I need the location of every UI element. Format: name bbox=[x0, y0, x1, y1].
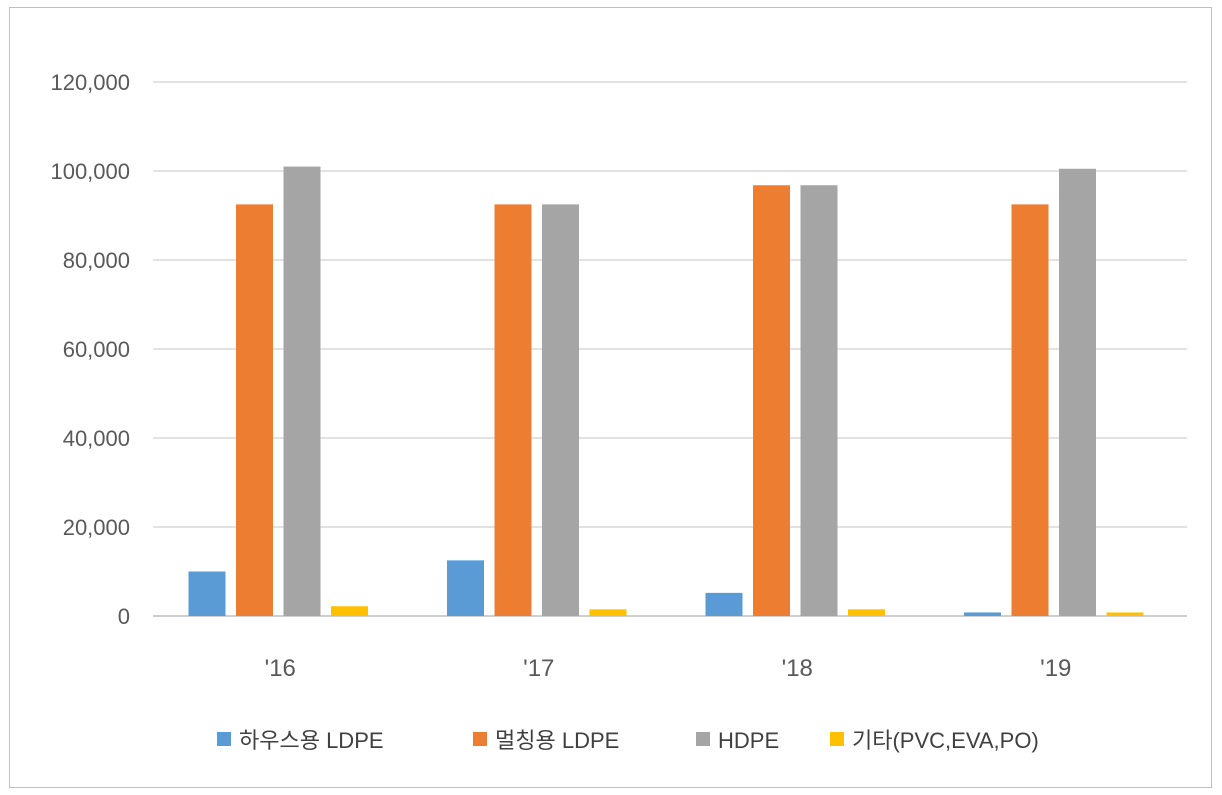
bar bbox=[188, 571, 226, 616]
bar bbox=[494, 204, 532, 616]
legend-swatch bbox=[217, 732, 231, 746]
y-tick-label: 0 bbox=[118, 604, 130, 629]
bar bbox=[848, 609, 885, 616]
bar bbox=[753, 185, 790, 617]
y-tick-label: 40,000 bbox=[63, 426, 130, 451]
bar-chart: 020,00040,00060,00080,000100,000120,000 … bbox=[50, 70, 1187, 753]
legend-label: 기타(PVC,EVA,PO) bbox=[852, 728, 1039, 753]
legend: 하우스용 LDPE 멀칭용 LDPE HDPE 기타(PVC,EVA,PO) bbox=[217, 728, 1039, 753]
bar bbox=[447, 560, 484, 616]
bar bbox=[236, 204, 273, 616]
y-tick-label: 60,000 bbox=[63, 337, 130, 362]
bar bbox=[542, 204, 579, 616]
legend-label: HDPE bbox=[718, 728, 779, 753]
chart-frame: 0 20,000 40,000 60,000 80,000 100,000 120,000 … bbox=[9, 7, 1212, 788]
y-tick-label: 100,000 bbox=[50, 159, 130, 184]
bar bbox=[1059, 168, 1096, 616]
x-tick-label: '17 bbox=[523, 655, 554, 682]
bars bbox=[188, 166, 1144, 617]
bar bbox=[283, 166, 321, 617]
bar bbox=[331, 606, 368, 616]
y-axis-ticks: 0 20,000 40,000 60,000 80,000 100,000 120,000 bbox=[50, 70, 130, 629]
y-tick-label: 120,000 bbox=[50, 70, 130, 95]
legend-label: 하우스용 LDPE bbox=[239, 728, 384, 753]
x-tick-label: '19 bbox=[1040, 655, 1071, 682]
bar bbox=[705, 592, 743, 616]
bar bbox=[964, 612, 1001, 616]
y-tick-label: 80,000 bbox=[63, 248, 130, 273]
legend-swatch bbox=[696, 732, 710, 746]
gridlines bbox=[153, 81, 1187, 617]
bar bbox=[1106, 612, 1144, 616]
legend-swatch bbox=[830, 732, 844, 746]
legend-swatch bbox=[473, 732, 487, 746]
bar bbox=[800, 185, 838, 617]
x-tick-label: '16 bbox=[265, 655, 296, 682]
y-tick-label: 20,000 bbox=[63, 515, 130, 540]
x-tick-label: '18 bbox=[782, 655, 813, 682]
bar bbox=[1011, 204, 1049, 616]
legend-label: 멀칭용 LDPE bbox=[495, 728, 619, 753]
bar bbox=[589, 609, 627, 616]
x-axis-ticks: '16 '17 '18 '19 bbox=[265, 655, 1072, 682]
